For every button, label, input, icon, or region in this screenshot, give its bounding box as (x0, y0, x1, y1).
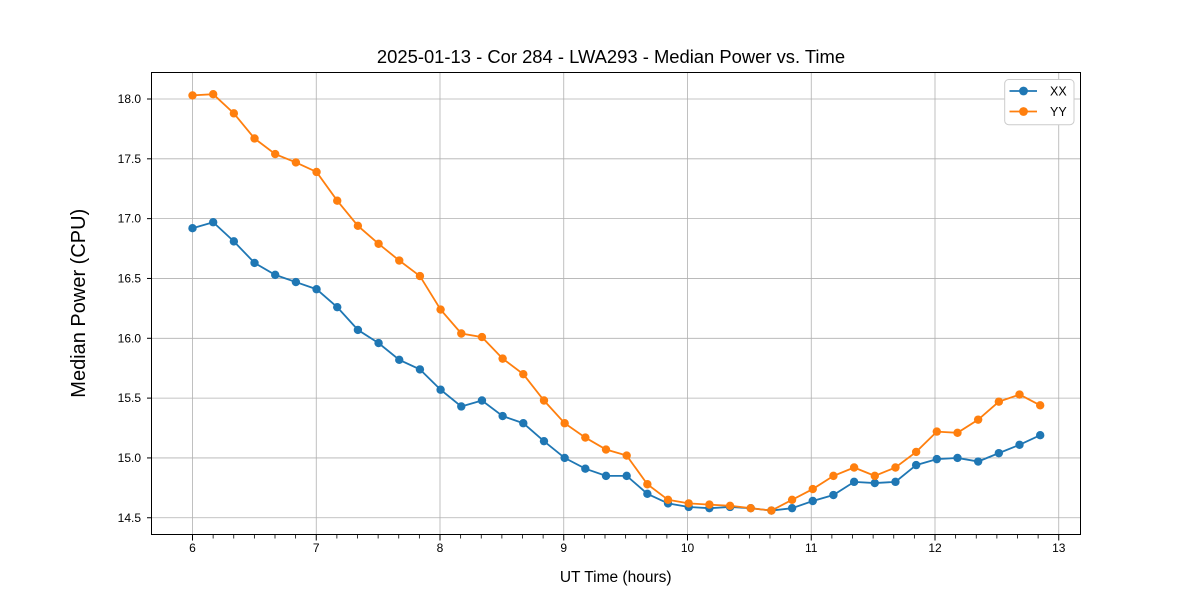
svg-text:10: 10 (681, 541, 695, 555)
svg-text:17.0: 17.0 (118, 212, 142, 226)
svg-text:UT Time (hours): UT Time (hours) (560, 569, 672, 586)
svg-text:7: 7 (313, 541, 320, 555)
svg-text:13: 13 (1052, 541, 1066, 555)
svg-text:2025-01-13 - Cor 284 - LWA293: 2025-01-13 - Cor 284 - LWA293 - Median P… (377, 46, 845, 67)
svg-text:Median Power (CPU): Median Power (CPU) (68, 209, 90, 398)
svg-text:16.5: 16.5 (118, 271, 142, 285)
svg-text:17.5: 17.5 (118, 152, 142, 166)
svg-text:11: 11 (805, 541, 818, 555)
svg-text:15.5: 15.5 (118, 391, 142, 405)
svg-text:XX: XX (1050, 85, 1067, 99)
svg-text:YY: YY (1050, 105, 1067, 119)
svg-text:15.0: 15.0 (118, 451, 142, 465)
svg-text:18.0: 18.0 (118, 92, 142, 106)
svg-text:14.5: 14.5 (118, 511, 142, 525)
svg-text:12: 12 (928, 541, 942, 555)
svg-text:16.0: 16.0 (118, 331, 142, 345)
svg-text:8: 8 (437, 541, 444, 555)
svg-text:9: 9 (560, 541, 567, 555)
svg-text:6: 6 (189, 541, 196, 555)
